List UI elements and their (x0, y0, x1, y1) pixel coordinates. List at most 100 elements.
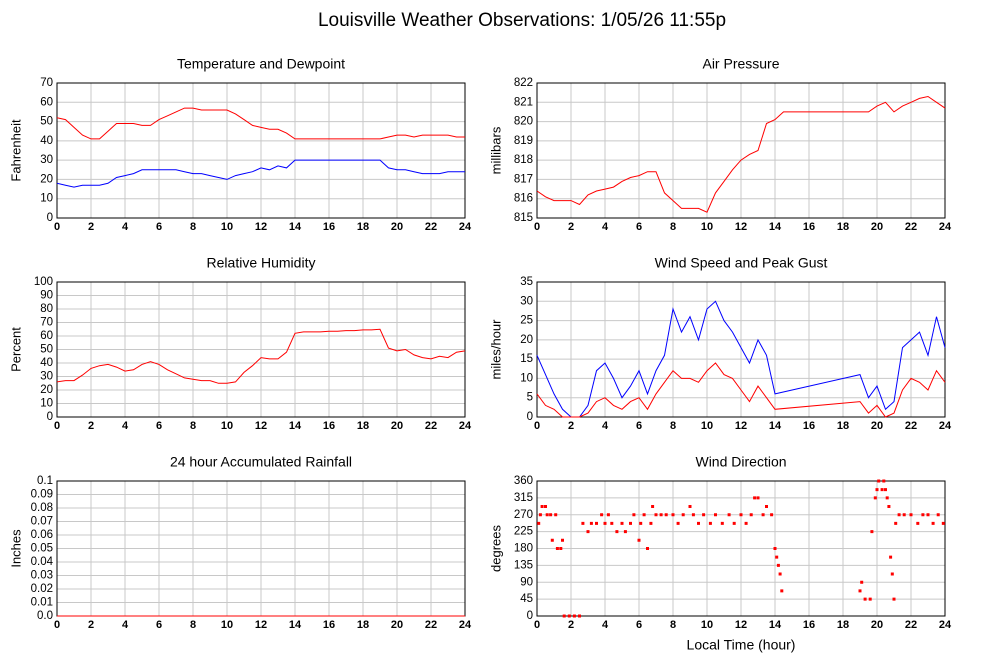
data-point (775, 555, 779, 559)
y-tick-label: 30 (40, 371, 53, 383)
x-tick-label: 18 (837, 221, 849, 233)
data-line (536, 300, 946, 418)
data-point (894, 521, 898, 525)
x-tick-label: 16 (803, 221, 815, 233)
x-tick-label: 16 (323, 619, 335, 631)
y-tick-label: 60 (40, 330, 53, 342)
data-point (890, 572, 894, 576)
x-tick-label: 24 (459, 619, 472, 631)
x-tick-label: 6 (156, 619, 162, 631)
x-tick-label: 0 (534, 619, 540, 631)
x-tick-label: 2 (88, 221, 94, 233)
x-tick-label: 22 (425, 420, 437, 432)
x-tick-label: 24 (939, 221, 952, 233)
x-tick-label: 2 (88, 420, 94, 432)
data-point (567, 614, 571, 618)
y-tick-label: 0 (527, 610, 533, 622)
x-tick-label: 14 (769, 221, 782, 233)
y-tick-label: 5 (527, 392, 533, 404)
x-tick-label: 14 (289, 221, 302, 233)
x-tick-label: 18 (357, 221, 369, 233)
y-tick-label: 0.04 (31, 556, 54, 568)
x-tick-label: 6 (156, 221, 162, 233)
y-axis-label: miles/hour (488, 319, 503, 380)
data-point (926, 513, 930, 517)
y-tick-label: 90 (40, 290, 53, 302)
data-point (572, 614, 576, 618)
data-point (727, 513, 731, 517)
data-point (620, 521, 624, 525)
x-tick-label: 14 (289, 420, 302, 432)
x-tick-label: 18 (357, 619, 369, 631)
y-tick-label: 30 (40, 154, 53, 166)
data-point (921, 513, 925, 517)
y-tick-label: 50 (40, 344, 53, 356)
data-line (56, 107, 465, 140)
y-tick-label: 0.05 (31, 543, 53, 555)
y-tick-label: 70 (40, 317, 53, 329)
y-tick-label: 815 (514, 212, 533, 224)
data-point (606, 513, 610, 517)
y-tick-label: 819 (514, 135, 533, 147)
plot-frame (56, 82, 466, 219)
data-point (554, 513, 558, 517)
data-point (941, 521, 945, 525)
data-point (708, 521, 712, 525)
x-tick-label: 24 (939, 420, 952, 432)
y-axis-label: Inches (8, 529, 23, 568)
x-tick-label: 20 (391, 619, 403, 631)
data-point (887, 505, 891, 508)
x-tick-label: 8 (670, 221, 676, 233)
data-point (744, 521, 748, 525)
x-tick-label: 10 (701, 619, 713, 631)
x-tick-label: 8 (190, 420, 196, 432)
x-tick-label: 8 (190, 619, 196, 631)
x-axis-label: Local Time (hour) (687, 637, 796, 653)
y-tick-label: 80 (40, 303, 53, 315)
y-tick-label: 0.09 (31, 489, 53, 501)
data-point (632, 513, 636, 517)
data-line (56, 328, 466, 384)
chart-title: Wind Direction (695, 454, 786, 470)
x-tick-label: 24 (939, 619, 952, 631)
data-point (550, 538, 554, 542)
x-tick-label: 0 (54, 619, 60, 631)
data-point (659, 513, 663, 517)
x-tick-label: 12 (735, 420, 747, 432)
y-tick-label: 0.02 (31, 583, 53, 595)
y-axis-label: degrees (488, 525, 503, 572)
y-tick-label: 225 (514, 526, 533, 538)
data-point (916, 521, 920, 525)
y-tick-label: 0.07 (31, 516, 53, 528)
chart-title: Relative Humidity (207, 255, 316, 271)
x-tick-label: 14 (289, 619, 302, 631)
x-tick-label: 20 (871, 221, 883, 233)
y-tick-label: 0.1 (37, 475, 53, 487)
x-tick-label: 22 (905, 221, 917, 233)
x-tick-label: 22 (905, 420, 917, 432)
data-point (603, 521, 607, 525)
data-point (776, 563, 780, 567)
y-axis-label: millibars (488, 126, 503, 174)
data-point (549, 513, 553, 517)
data-point (739, 513, 743, 517)
data-point (610, 521, 614, 525)
y-axis-label: Percent (8, 327, 23, 372)
data-point (595, 521, 598, 525)
data-point (882, 479, 886, 483)
x-tick-label: 0 (54, 221, 60, 233)
data-point (749, 513, 753, 517)
x-tick-label: 22 (425, 619, 437, 631)
x-tick-label: 0 (534, 221, 540, 233)
data-point (544, 505, 547, 508)
data-line (536, 362, 946, 418)
data-point (860, 580, 864, 584)
data-point (581, 521, 585, 525)
x-tick-label: 14 (769, 619, 782, 631)
x-tick-label: 6 (636, 420, 642, 432)
data-point (649, 521, 653, 525)
data-point (651, 505, 655, 508)
data-point (765, 505, 768, 508)
data-line (536, 95, 946, 213)
